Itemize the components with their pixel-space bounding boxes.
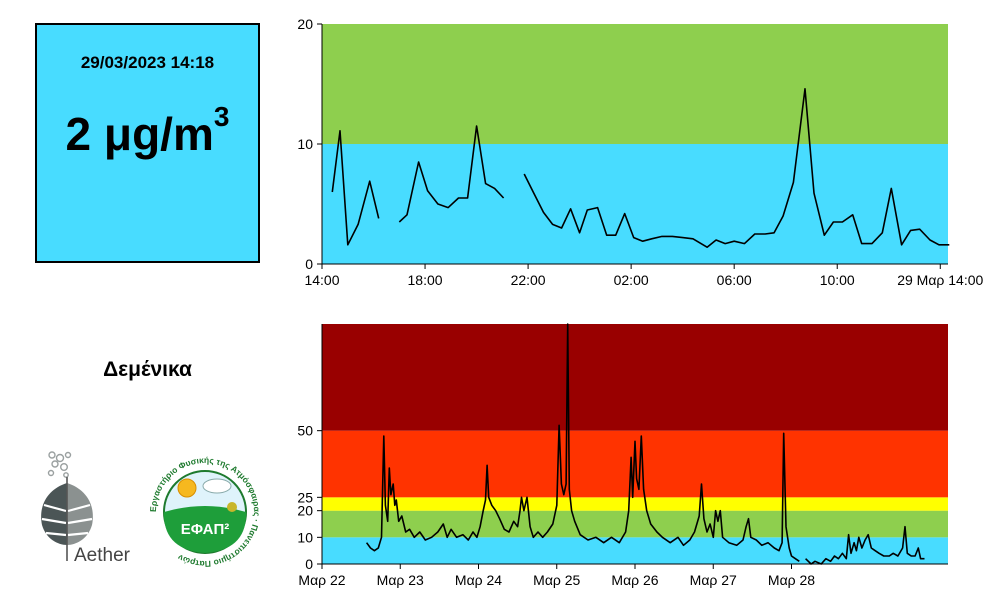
- x-tick-label: Μαρ 27: [690, 572, 737, 588]
- series-line-2: [523, 88, 950, 248]
- series-line-0: [365, 323, 800, 562]
- chart-last-24h: 0 10 20 14:00 18:00 22:00 02:00 06:00 10:00 29 Μα…: [297, 16, 983, 288]
- aether-leaf-icon: [41, 477, 93, 561]
- current-timestamp: 29/03/2023 14:18: [80, 53, 215, 72]
- band-4: [322, 324, 948, 431]
- current-value-unit: μg/m: [103, 108, 214, 160]
- x-tick-label: Μαρ 25: [533, 572, 580, 588]
- y-tick-label: 10: [297, 136, 313, 152]
- series-line-0: [331, 130, 380, 246]
- y-tick-label: 50: [297, 423, 313, 439]
- aether-smoke-icon: [47, 451, 72, 478]
- x-tick-label: 29 Μαρ 14:00: [897, 272, 983, 288]
- efap-logo: Εργαστήριο Φυσικής της Ατμόσφαιρας · Παν…: [147, 454, 263, 570]
- x-tick-label: 06:00: [717, 272, 752, 288]
- current-value-number: 2: [65, 108, 92, 160]
- efap-wordmark: ΕΦΑΠ²: [181, 521, 230, 538]
- aether-wordmark: Aether: [74, 545, 131, 566]
- x-tick-label: 22:00: [511, 272, 546, 288]
- x-tick-label: Μαρ 24: [455, 572, 502, 588]
- x-tick-label: 10:00: [820, 272, 855, 288]
- y-tick-label: 20: [297, 16, 313, 32]
- current-reading-box: 29/03/2023 14:18 2 μg/m3: [35, 23, 260, 263]
- band-0: [322, 144, 948, 264]
- series-line-1: [805, 525, 925, 565]
- sun-icon: [177, 478, 197, 498]
- band-1: [322, 24, 948, 144]
- band-1: [322, 510, 948, 538]
- current-value: 2 μg/m3: [37, 101, 258, 161]
- band-0: [322, 537, 948, 564]
- cloud-icon: [202, 478, 232, 494]
- x-tick-label: Μαρ 26: [611, 572, 658, 588]
- station-name: Δεμένικα: [103, 358, 192, 381]
- series-line-1: [398, 125, 505, 223]
- y-tick-label: 0: [305, 556, 313, 572]
- y-tick-label: 10: [297, 529, 313, 545]
- x-tick-label: Μαρ 22: [298, 572, 345, 588]
- y-tick-label: 0: [305, 256, 313, 272]
- current-value-unit-exponent: 3: [213, 101, 230, 132]
- tree-icon: [227, 502, 237, 512]
- y-tick-label: 20: [297, 503, 313, 519]
- x-tick-label: Μαρ 28: [768, 572, 815, 588]
- band-2: [322, 497, 948, 511]
- x-tick-label: 02:00: [614, 272, 649, 288]
- y-tick-label: 25: [297, 489, 313, 505]
- x-tick-label: Μαρ 23: [377, 572, 424, 588]
- x-tick-label: 18:00: [408, 272, 443, 288]
- aether-logo: Aether: [41, 451, 131, 566]
- x-tick-label: 14:00: [304, 272, 339, 288]
